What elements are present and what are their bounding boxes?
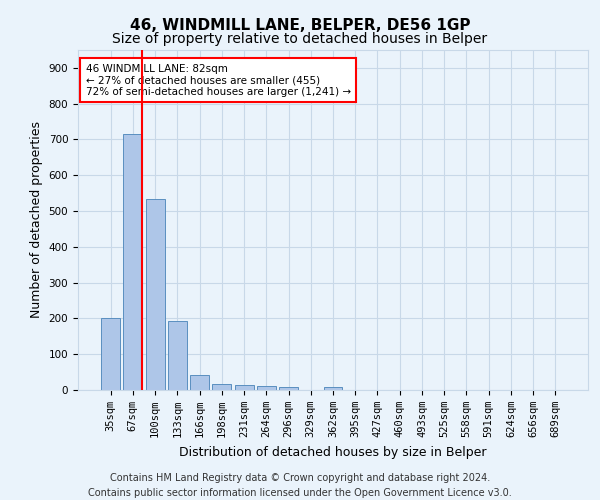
Bar — [190, 375, 209, 390]
Text: 46 WINDMILL LANE: 82sqm
← 27% of detached houses are smaller (455)
72% of semi-d: 46 WINDMILL LANE: 82sqm ← 27% of detache… — [86, 64, 351, 97]
Text: 46, WINDMILL LANE, BELPER, DE56 1GP: 46, WINDMILL LANE, BELPER, DE56 1GP — [130, 18, 470, 32]
Bar — [279, 388, 298, 390]
Bar — [235, 386, 254, 390]
Bar — [146, 198, 164, 390]
Bar — [124, 134, 142, 390]
Text: Contains HM Land Registry data © Crown copyright and database right 2024.
Contai: Contains HM Land Registry data © Crown c… — [88, 472, 512, 498]
X-axis label: Distribution of detached houses by size in Belper: Distribution of detached houses by size … — [179, 446, 487, 458]
Text: Size of property relative to detached houses in Belper: Size of property relative to detached ho… — [112, 32, 488, 46]
Bar — [257, 386, 276, 390]
Bar — [168, 322, 187, 390]
Bar — [323, 387, 343, 390]
Bar — [101, 318, 120, 390]
Y-axis label: Number of detached properties: Number of detached properties — [30, 122, 43, 318]
Bar — [212, 384, 231, 390]
